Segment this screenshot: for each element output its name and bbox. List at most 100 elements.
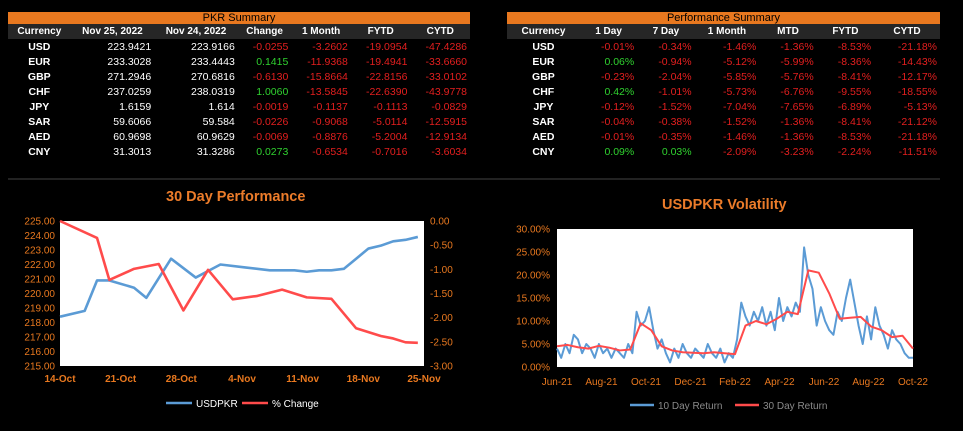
pkr-cell: -22.8156 bbox=[365, 70, 408, 83]
series-line-30-day-return bbox=[556, 269, 914, 356]
pkr-cell: 1.614 bbox=[208, 100, 235, 113]
perf-row: GBP -0.23% -2.04% -5.85% -5.76% -8.41% -12.17% bbox=[507, 69, 940, 84]
chart-30-day-performance: 225.00 224.00 223.00 222.00 221.00 220.00 219.… bbox=[24, 217, 453, 411]
series-line-usdpkr bbox=[59, 235, 419, 318]
pkr-cell: -0.0226 bbox=[252, 115, 289, 128]
perf-cell: -1.46% bbox=[723, 130, 757, 143]
chart-usdpkr-volatility: 30.00% 25.00% 20.00% 15.00% 10.00% 5.00% 0.00%… bbox=[516, 225, 928, 413]
x-tick-label: Feb-22 bbox=[719, 377, 751, 388]
y-tick-label: 5.00% bbox=[522, 340, 550, 351]
chart-title-30-day: 30 Day Performance bbox=[166, 189, 306, 205]
y2-tick-label: -1.50 bbox=[430, 289, 453, 300]
pkr-row: EUR 233.3028 233.4443 0.1415 -11.9368 -19.494… bbox=[8, 54, 470, 69]
perf-cell: -1.01% bbox=[658, 85, 692, 98]
pkr-cell: -47.4286 bbox=[425, 40, 467, 53]
perf-cell: -21.12% bbox=[897, 115, 937, 128]
perf-cell: -3.23% bbox=[780, 145, 814, 158]
perf-cell: -2.04% bbox=[658, 70, 692, 83]
perf-col-header: 1 Month bbox=[694, 24, 760, 39]
pkr-col-header: FYTD bbox=[350, 24, 411, 39]
currency-code: GBP bbox=[27, 70, 51, 83]
perf-cell: -6.76% bbox=[780, 85, 814, 98]
currency-code: USD bbox=[28, 40, 51, 53]
perf-row: CHF 0.42% -1.01% -5.73% -6.76% -9.55% -18.55% bbox=[507, 84, 940, 99]
currency-code: CHF bbox=[532, 85, 555, 98]
y2-tick-label: -1.00 bbox=[430, 265, 453, 276]
perf-cell: -0.34% bbox=[658, 40, 692, 53]
pkr-cell: -12.5915 bbox=[425, 115, 467, 128]
perf-cell: -5.76% bbox=[780, 70, 814, 83]
pkr-col-header: Change bbox=[237, 24, 292, 39]
perf-cell: -0.35% bbox=[658, 130, 692, 143]
perf-cell: -5.13% bbox=[903, 100, 937, 113]
y-tick-label: 224.00 bbox=[24, 231, 55, 242]
x-tick-label: 11-Nov bbox=[286, 374, 319, 385]
currency-code: EUR bbox=[532, 55, 555, 68]
pkr-cell: 59.584 bbox=[202, 115, 235, 128]
y-tick-label: 20.00% bbox=[516, 271, 550, 282]
legend-label: USDPKR bbox=[196, 399, 238, 410]
pkr-cell: -0.0255 bbox=[252, 40, 289, 53]
currency-code: CNY bbox=[28, 145, 51, 158]
series-line-pct-change bbox=[59, 219, 418, 345]
perf-col-header: FYTD bbox=[816, 24, 875, 39]
pkr-cell: -0.6130 bbox=[252, 70, 289, 83]
perf-col-header: MTD bbox=[759, 24, 817, 39]
perf-row: SAR -0.04% -0.38% -1.52% -1.36% -8.41% -21.12% bbox=[507, 114, 940, 129]
pkr-col-header: Nov 25, 2022 bbox=[70, 24, 155, 39]
pkr-cell: -19.4941 bbox=[365, 55, 408, 68]
pkr-cell: 1.6159 bbox=[119, 100, 152, 113]
pkr-cell: -0.9068 bbox=[312, 115, 348, 128]
pkr-summary-table: PKR Summary Currency Nov 25, 2022 Nov 24, … bbox=[8, 12, 470, 159]
y2-tick-label: -2.00 bbox=[430, 313, 453, 324]
perf-cell: -7.04% bbox=[723, 100, 757, 113]
pkr-cell: -22.6390 bbox=[365, 85, 408, 98]
pkr-cell: 223.9421 bbox=[107, 40, 152, 53]
y2-tick-label: -2.50 bbox=[430, 337, 453, 348]
pkr-cell: 0.0273 bbox=[256, 145, 289, 158]
pkr-cell: 1.0060 bbox=[256, 85, 289, 98]
pkr-cell: -19.0954 bbox=[365, 40, 408, 53]
pkr-col-header: Currency bbox=[8, 24, 71, 39]
currency-code: JPY bbox=[533, 100, 554, 113]
x-tick-label: Jun-21 bbox=[542, 377, 573, 388]
x-tick-label: Dec-21 bbox=[674, 377, 707, 388]
y-tick-label: 15.00% bbox=[516, 294, 550, 305]
pkr-cell: -0.6534 bbox=[312, 145, 348, 158]
currency-code: CHF bbox=[28, 85, 51, 98]
perf-col-header: 7 Day bbox=[637, 24, 695, 39]
perf-cell: -11.51% bbox=[898, 145, 937, 158]
x-tick-label: Jun-22 bbox=[809, 377, 840, 388]
legend-label: % Change bbox=[272, 399, 319, 410]
pkr-cell: -11.9368 bbox=[307, 55, 348, 68]
currency-code: EUR bbox=[28, 55, 51, 68]
perf-cell: 0.42% bbox=[604, 85, 635, 98]
y-tick-label: 219.00 bbox=[24, 304, 55, 315]
pkr-cell: -33.6660 bbox=[425, 55, 467, 68]
pkr-cell: -5.0114 bbox=[372, 115, 408, 128]
pkr-cell: 31.3013 bbox=[113, 145, 152, 158]
performance-summary-table: Performance Summary Currency 1 Day 7 Day 1 … bbox=[507, 12, 940, 159]
pkr-cell: 271.2946 bbox=[107, 70, 152, 83]
x-tick-label: 18-Nov bbox=[347, 374, 381, 385]
pkr-col-header: CYTD bbox=[410, 24, 470, 39]
perf-col-header: 1 Day bbox=[579, 24, 638, 39]
pkr-cell: 60.9629 bbox=[196, 130, 235, 143]
perf-cell: -1.46% bbox=[723, 40, 757, 53]
perf-cell: -5.12% bbox=[723, 55, 757, 68]
perf-cell: -21.18% bbox=[897, 40, 937, 53]
perf-cell: -0.04% bbox=[600, 115, 635, 128]
perf-cell: -8.41% bbox=[837, 70, 872, 83]
chart-title-volatility: USDPKR Volatility bbox=[662, 197, 787, 213]
y-tick-label: 217.00 bbox=[24, 333, 55, 344]
currency-code: SAR bbox=[532, 115, 555, 128]
x-tick-label: 25-Nov bbox=[407, 374, 441, 385]
perf-cell: -0.23% bbox=[600, 70, 635, 83]
pkr-cell: -43.9778 bbox=[425, 85, 467, 98]
pkr-cell: -0.0829 bbox=[431, 100, 467, 113]
perf-cell: -1.36% bbox=[780, 115, 814, 128]
pkr-cell: -15.8664 bbox=[306, 70, 348, 83]
perf-row: USD -0.01% -0.34% -1.46% -1.36% -8.53% -21.18% bbox=[507, 39, 940, 54]
perf-cell: -9.55% bbox=[837, 85, 872, 98]
